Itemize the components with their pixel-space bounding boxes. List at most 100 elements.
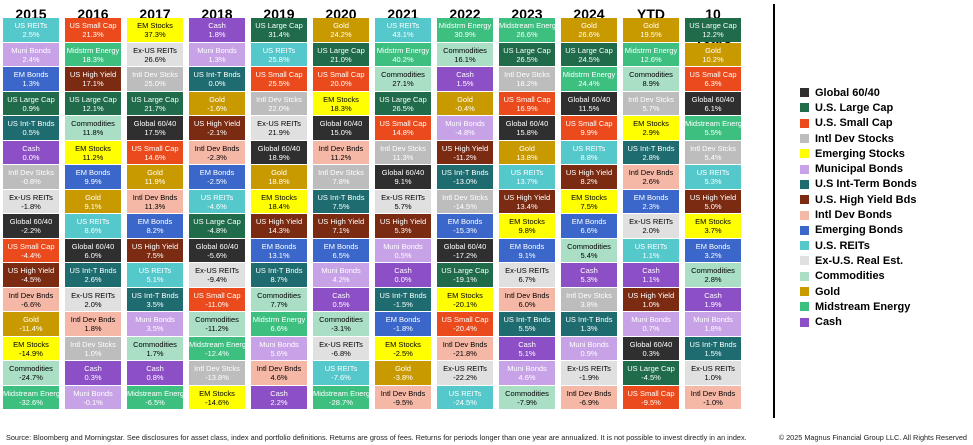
cell-asset-label: Commodities xyxy=(195,315,239,324)
cell-asset-label: Ex-US REITs xyxy=(257,119,301,128)
cell-asset-label: Cash xyxy=(84,364,102,373)
legend-swatch xyxy=(800,241,809,251)
cell-asset-label: Intl Dev Stcks xyxy=(380,143,426,153)
return-cell: Cash 0.5% xyxy=(313,287,369,311)
legend-swatch xyxy=(800,164,809,174)
cell-asset-label: Intl Dev Stcks xyxy=(566,290,612,300)
cell-return-value: 0.7% xyxy=(642,324,660,333)
cell-return-value: 6.0% xyxy=(518,299,536,309)
cell-return-value: 3.2% xyxy=(704,250,722,260)
cell-asset-label: Global 60/40 xyxy=(381,168,425,177)
cell-asset-label: Global 60/40 xyxy=(257,143,301,153)
cell-return-value: 1.8% xyxy=(704,324,722,333)
cell-asset-label: Muni Bonds xyxy=(445,119,485,128)
legend-item: U.S Int-Term Bonds xyxy=(800,177,970,192)
cell-return-value: 6.3% xyxy=(704,79,722,88)
cell-asset-label: Intl Dev Stcks xyxy=(256,94,302,104)
cell-asset-label: Commodities xyxy=(629,70,673,79)
return-cell: US Large Cap -4.5% xyxy=(623,361,679,385)
cell-return-value: 1.3% xyxy=(208,54,226,64)
return-cell: US Int-T Bnds 1.3% xyxy=(561,312,617,336)
return-cell: Global 60/40 0.3% xyxy=(623,336,679,360)
return-cell: US Int-T Bnds 1.5% xyxy=(685,336,741,360)
cell-asset-label: US Small Cap xyxy=(317,70,365,79)
cell-return-value: 9.8% xyxy=(518,226,536,235)
return-cell: Intl Dev Stcks -0.8% xyxy=(3,165,59,189)
cell-return-value: 12.6% xyxy=(640,54,662,64)
cell-asset-label: Intl Dev Bnds xyxy=(380,388,426,398)
cell-asset-label: Intl Dev Bnds xyxy=(628,168,674,177)
cell-asset-label: Global 60/40 xyxy=(195,241,239,251)
cell-asset-label: Muni Bonds xyxy=(197,45,237,55)
cell-return-value: 9.9% xyxy=(580,128,598,137)
cell-asset-label: Intl Dev Bnds xyxy=(256,364,302,373)
cell-asset-label: US Large Cap xyxy=(7,94,55,104)
cell-asset-label: US Int-T Bnds xyxy=(565,315,613,324)
cell-asset-label: Midstrm Energy xyxy=(562,70,616,79)
returns-quilt-grid: 2015 US REITs 2.5% Muni Bonds 2.4% EM Bonds 1.… xyxy=(3,6,741,409)
return-cell: US REITs 5.1% xyxy=(127,263,183,287)
cell-return-value: 0.0% xyxy=(22,152,40,162)
cell-asset-label: Intl Dev Bnds xyxy=(194,143,240,153)
cell-asset-label: Intl Dev Bnds xyxy=(132,192,178,202)
return-cell: Intl Dev Stcks 3.8% xyxy=(561,287,617,311)
return-cell: EM Bonds -1.8% xyxy=(375,312,431,336)
cell-asset-label: US Large Cap xyxy=(565,45,613,55)
cell-return-value: -20.1% xyxy=(453,299,477,309)
return-cell: US Large Cap 0.9% xyxy=(3,91,59,115)
cell-return-value: -4.8% xyxy=(207,226,227,235)
cell-asset-label: US Large Cap xyxy=(627,364,675,373)
cell-return-value: -11.2% xyxy=(453,152,477,162)
legend-swatch xyxy=(800,88,809,98)
legend-item: Intl Dev Stocks xyxy=(800,131,970,146)
cell-asset-label: EM Stocks xyxy=(385,339,421,349)
cell-asset-label: US Small Cap xyxy=(7,241,55,251)
cell-return-value: 1.1% xyxy=(642,275,660,284)
return-cell: EM Stocks -20.1% xyxy=(437,287,493,311)
cell-asset-label: US REITs xyxy=(572,143,606,153)
return-cell: US Small Cap 9.9% xyxy=(561,116,617,140)
legend-label: Commodities xyxy=(815,270,885,283)
cell-return-value: -13.0% xyxy=(453,177,477,186)
cell-return-value: 5.7% xyxy=(642,103,660,113)
cell-return-value: 31.4% xyxy=(268,30,290,39)
return-cell: US Large Cap 21.7% xyxy=(127,91,183,115)
cell-asset-label: US REITs xyxy=(138,266,172,275)
cell-asset-label: Intl Dev Bnds xyxy=(8,290,54,300)
return-cell: Ex-US REITs 6.7% xyxy=(499,263,555,287)
cell-asset-label: US High Yield xyxy=(503,192,551,202)
return-cell: Muni Bonds 0.9% xyxy=(561,336,617,360)
cell-return-value: -4.8% xyxy=(455,128,475,137)
return-cell: Global 60/40 6.1% xyxy=(685,91,741,115)
return-cell: Ex-US REITs -1.8% xyxy=(3,189,59,213)
return-cell: US Large Cap -19.1% xyxy=(437,263,493,287)
cell-return-value: -28.7% xyxy=(329,397,353,407)
return-cell: US Int-T Bnds 8.7% xyxy=(251,263,307,287)
cell-asset-label: US Large Cap xyxy=(255,21,303,30)
cell-return-value: 11.8% xyxy=(82,128,104,137)
return-cell: US Large Cap 26.5% xyxy=(375,91,431,115)
cell-asset-label: Cash xyxy=(456,70,474,79)
legend-item: U.S. REITs xyxy=(800,238,970,253)
cell-return-value: -13.8% xyxy=(205,373,229,382)
cell-asset-label: US Large Cap xyxy=(441,266,489,275)
cell-return-value: 13.4% xyxy=(516,201,538,211)
return-cell: EM Stocks 18.3% xyxy=(313,91,369,115)
cell-return-value: 9.1% xyxy=(394,177,412,186)
return-cell: Cash 1.5% xyxy=(437,67,493,91)
return-cell: Gold 9.1% xyxy=(65,189,121,213)
cell-asset-label: Cash xyxy=(518,339,536,349)
cell-return-value: 7.1% xyxy=(332,226,350,235)
return-cell: Commodities 7.7% xyxy=(251,287,307,311)
return-cell: Intl Dev Stcks 18.2% xyxy=(499,67,555,91)
cell-asset-label: Intl Dev Stcks xyxy=(504,70,550,79)
return-cell: Global 60/40 17.5% xyxy=(127,116,183,140)
cell-return-value: 1.0% xyxy=(642,299,660,309)
return-cell: EM Stocks -2.5% xyxy=(375,336,431,360)
cell-asset-label: Global 60/40 xyxy=(9,217,53,226)
cell-return-value: 1.0% xyxy=(704,373,722,382)
cell-return-value: 5.7% xyxy=(394,201,412,211)
cell-asset-label: Commodities xyxy=(443,45,487,55)
legend-item: Ex-U.S. Real Est. xyxy=(800,253,970,268)
cell-return-value: 12.1% xyxy=(82,103,104,113)
